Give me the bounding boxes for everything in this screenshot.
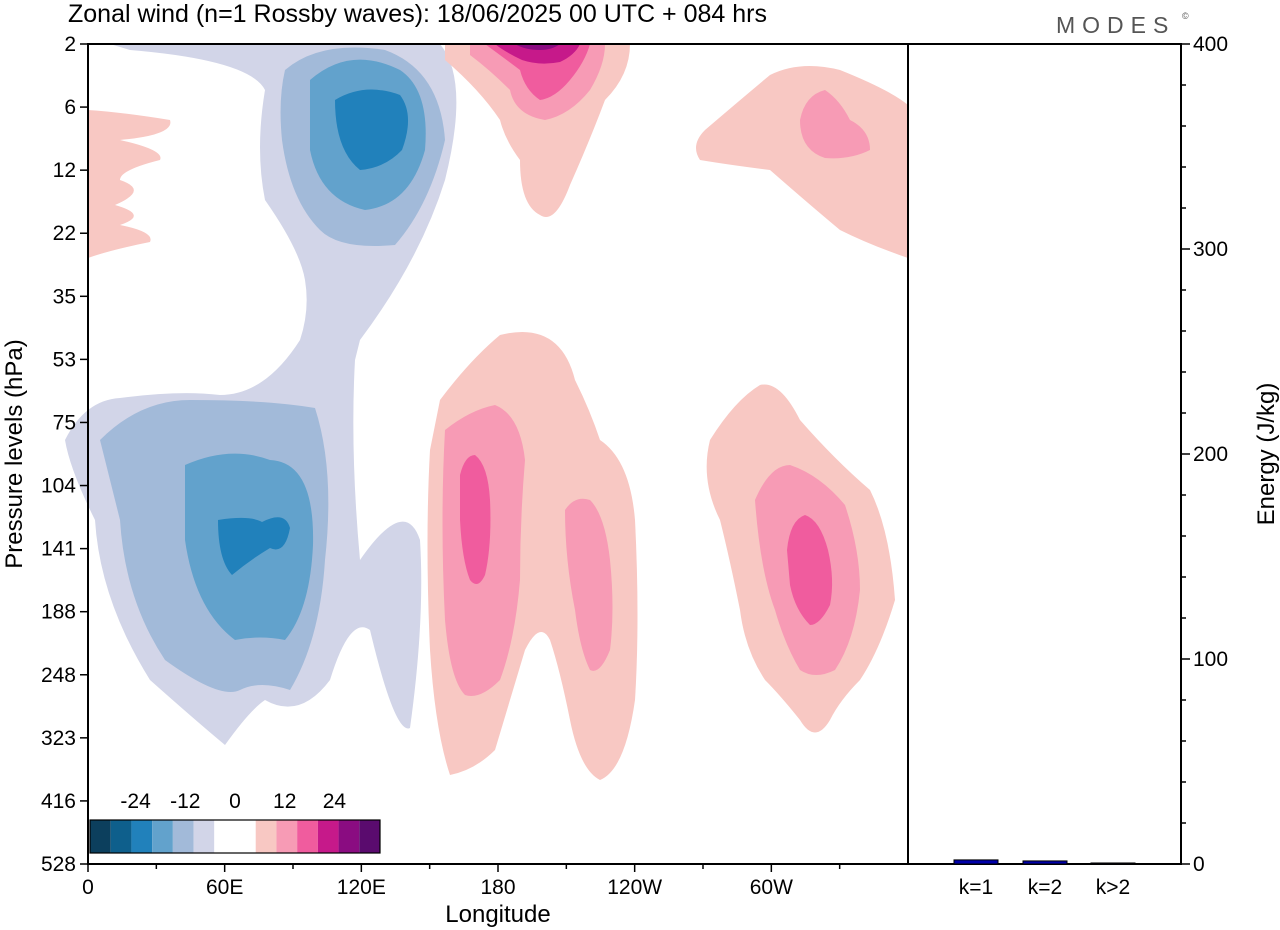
longitude-tick-label: 180 xyxy=(480,876,515,899)
energy-plot-frame xyxy=(907,43,1182,865)
longitude-tick-label: 0 xyxy=(82,876,94,899)
pressure-tick-label: 2 xyxy=(64,33,76,56)
colorbar-swatch xyxy=(359,820,380,853)
colorbar-tick-label: 12 xyxy=(273,790,296,813)
colorbar-swatch xyxy=(90,820,111,853)
pressure-tick-label: 141 xyxy=(41,538,76,561)
pressure-tick-label: 104 xyxy=(41,475,76,498)
pressure-tick-label: 75 xyxy=(53,411,76,434)
colorbar-swatch xyxy=(235,820,256,853)
pressure-tick-label: 53 xyxy=(53,348,76,371)
colorbar-swatch xyxy=(317,820,339,853)
colorbar-swatch xyxy=(255,820,277,853)
x-axis-label: Longitude xyxy=(445,901,550,928)
colorbar-swatch xyxy=(297,820,318,853)
energy-bar xyxy=(1022,860,1068,865)
colorbar-swatch xyxy=(110,820,132,853)
pressure-tick-label: 188 xyxy=(41,601,76,624)
colorbar-swatch xyxy=(131,820,153,853)
longitude-tick-label: 60E xyxy=(206,876,243,899)
pressure-tick-label: 323 xyxy=(41,727,76,750)
pressure-tick-label: 35 xyxy=(53,285,76,308)
longitude-tick-label: 120E xyxy=(337,876,386,899)
colorbar-swatch xyxy=(172,820,194,853)
colorbar-frame xyxy=(89,819,381,854)
contour-neg-18-lower xyxy=(218,517,290,575)
contour-pos-12-tropo-left xyxy=(460,455,491,584)
contour-pos-12-tropo-right xyxy=(787,515,833,625)
energy-tick-label: 400 xyxy=(1193,33,1228,56)
colorbar-swatch xyxy=(338,820,360,853)
longitude-tick-label: 60W xyxy=(750,876,793,899)
energy-axis-label: Energy (J/kg) xyxy=(1253,383,1280,526)
pressure-tick-label: 6 xyxy=(64,96,76,119)
energy-category-label: k=1 xyxy=(959,876,993,899)
energy-axis: 0 100 200 300 400 xyxy=(1181,33,1228,876)
contour-pos-3-strat-left xyxy=(88,110,171,258)
pressure-tick-label: 528 xyxy=(41,853,76,876)
brand-mark: © xyxy=(1182,11,1189,21)
colorbar-swatch xyxy=(276,820,298,853)
colorbar-tick-label: 0 xyxy=(229,790,241,813)
energy-tick-label: 200 xyxy=(1193,443,1228,466)
pressure-tick-label: 416 xyxy=(41,790,76,813)
colorbar: -24 -12 0 12 24 xyxy=(88,784,382,858)
contour-field xyxy=(65,44,908,780)
y-axis-label: Pressure levels (hPa) xyxy=(1,339,28,568)
brand-logo: MODES xyxy=(1056,12,1175,38)
colorbar-swatch xyxy=(214,820,235,853)
pressure-tick-label: 22 xyxy=(53,222,76,245)
colorbar-tick-label: -12 xyxy=(170,790,200,813)
energy-bars: k=1 k=2 k>2 xyxy=(953,859,1136,899)
contour-pos-6-upper-right xyxy=(800,90,870,159)
energy-tick-label: 300 xyxy=(1193,238,1228,261)
contour-pos-24-top xyxy=(515,44,560,50)
energy-tick-label: 0 xyxy=(1193,853,1205,876)
contour-pos-18-top xyxy=(495,44,580,64)
chart-title: Zonal wind (n=1 Rossby waves): 18/06/202… xyxy=(68,0,767,28)
colorbar-tick-label: -24 xyxy=(120,790,151,813)
contour-pos-6-tropo-mid xyxy=(565,498,613,671)
energy-bar xyxy=(953,859,999,865)
energy-tick-label: 100 xyxy=(1193,648,1228,671)
colorbar-swatch xyxy=(152,820,173,853)
pressure-axis: 2 6 12 22 35 53 75 104 141 188 248 323 416 528 xyxy=(41,33,88,876)
energy-bar xyxy=(1090,862,1136,865)
contour-neg-18-upper xyxy=(335,89,409,170)
longitude-tick-label: 120W xyxy=(607,876,662,899)
colorbar-swatch xyxy=(193,820,215,853)
energy-category-label: k>2 xyxy=(1096,876,1130,899)
contour-pos-3-upper-right xyxy=(696,66,908,258)
pressure-tick-label: 12 xyxy=(53,159,76,182)
energy-category-label: k=2 xyxy=(1028,876,1062,899)
pressure-tick-label: 248 xyxy=(41,664,76,687)
colorbar-tick-label: 24 xyxy=(323,790,347,813)
longitude-axis: 0 60E 120E 180 120W 60W xyxy=(82,864,841,899)
